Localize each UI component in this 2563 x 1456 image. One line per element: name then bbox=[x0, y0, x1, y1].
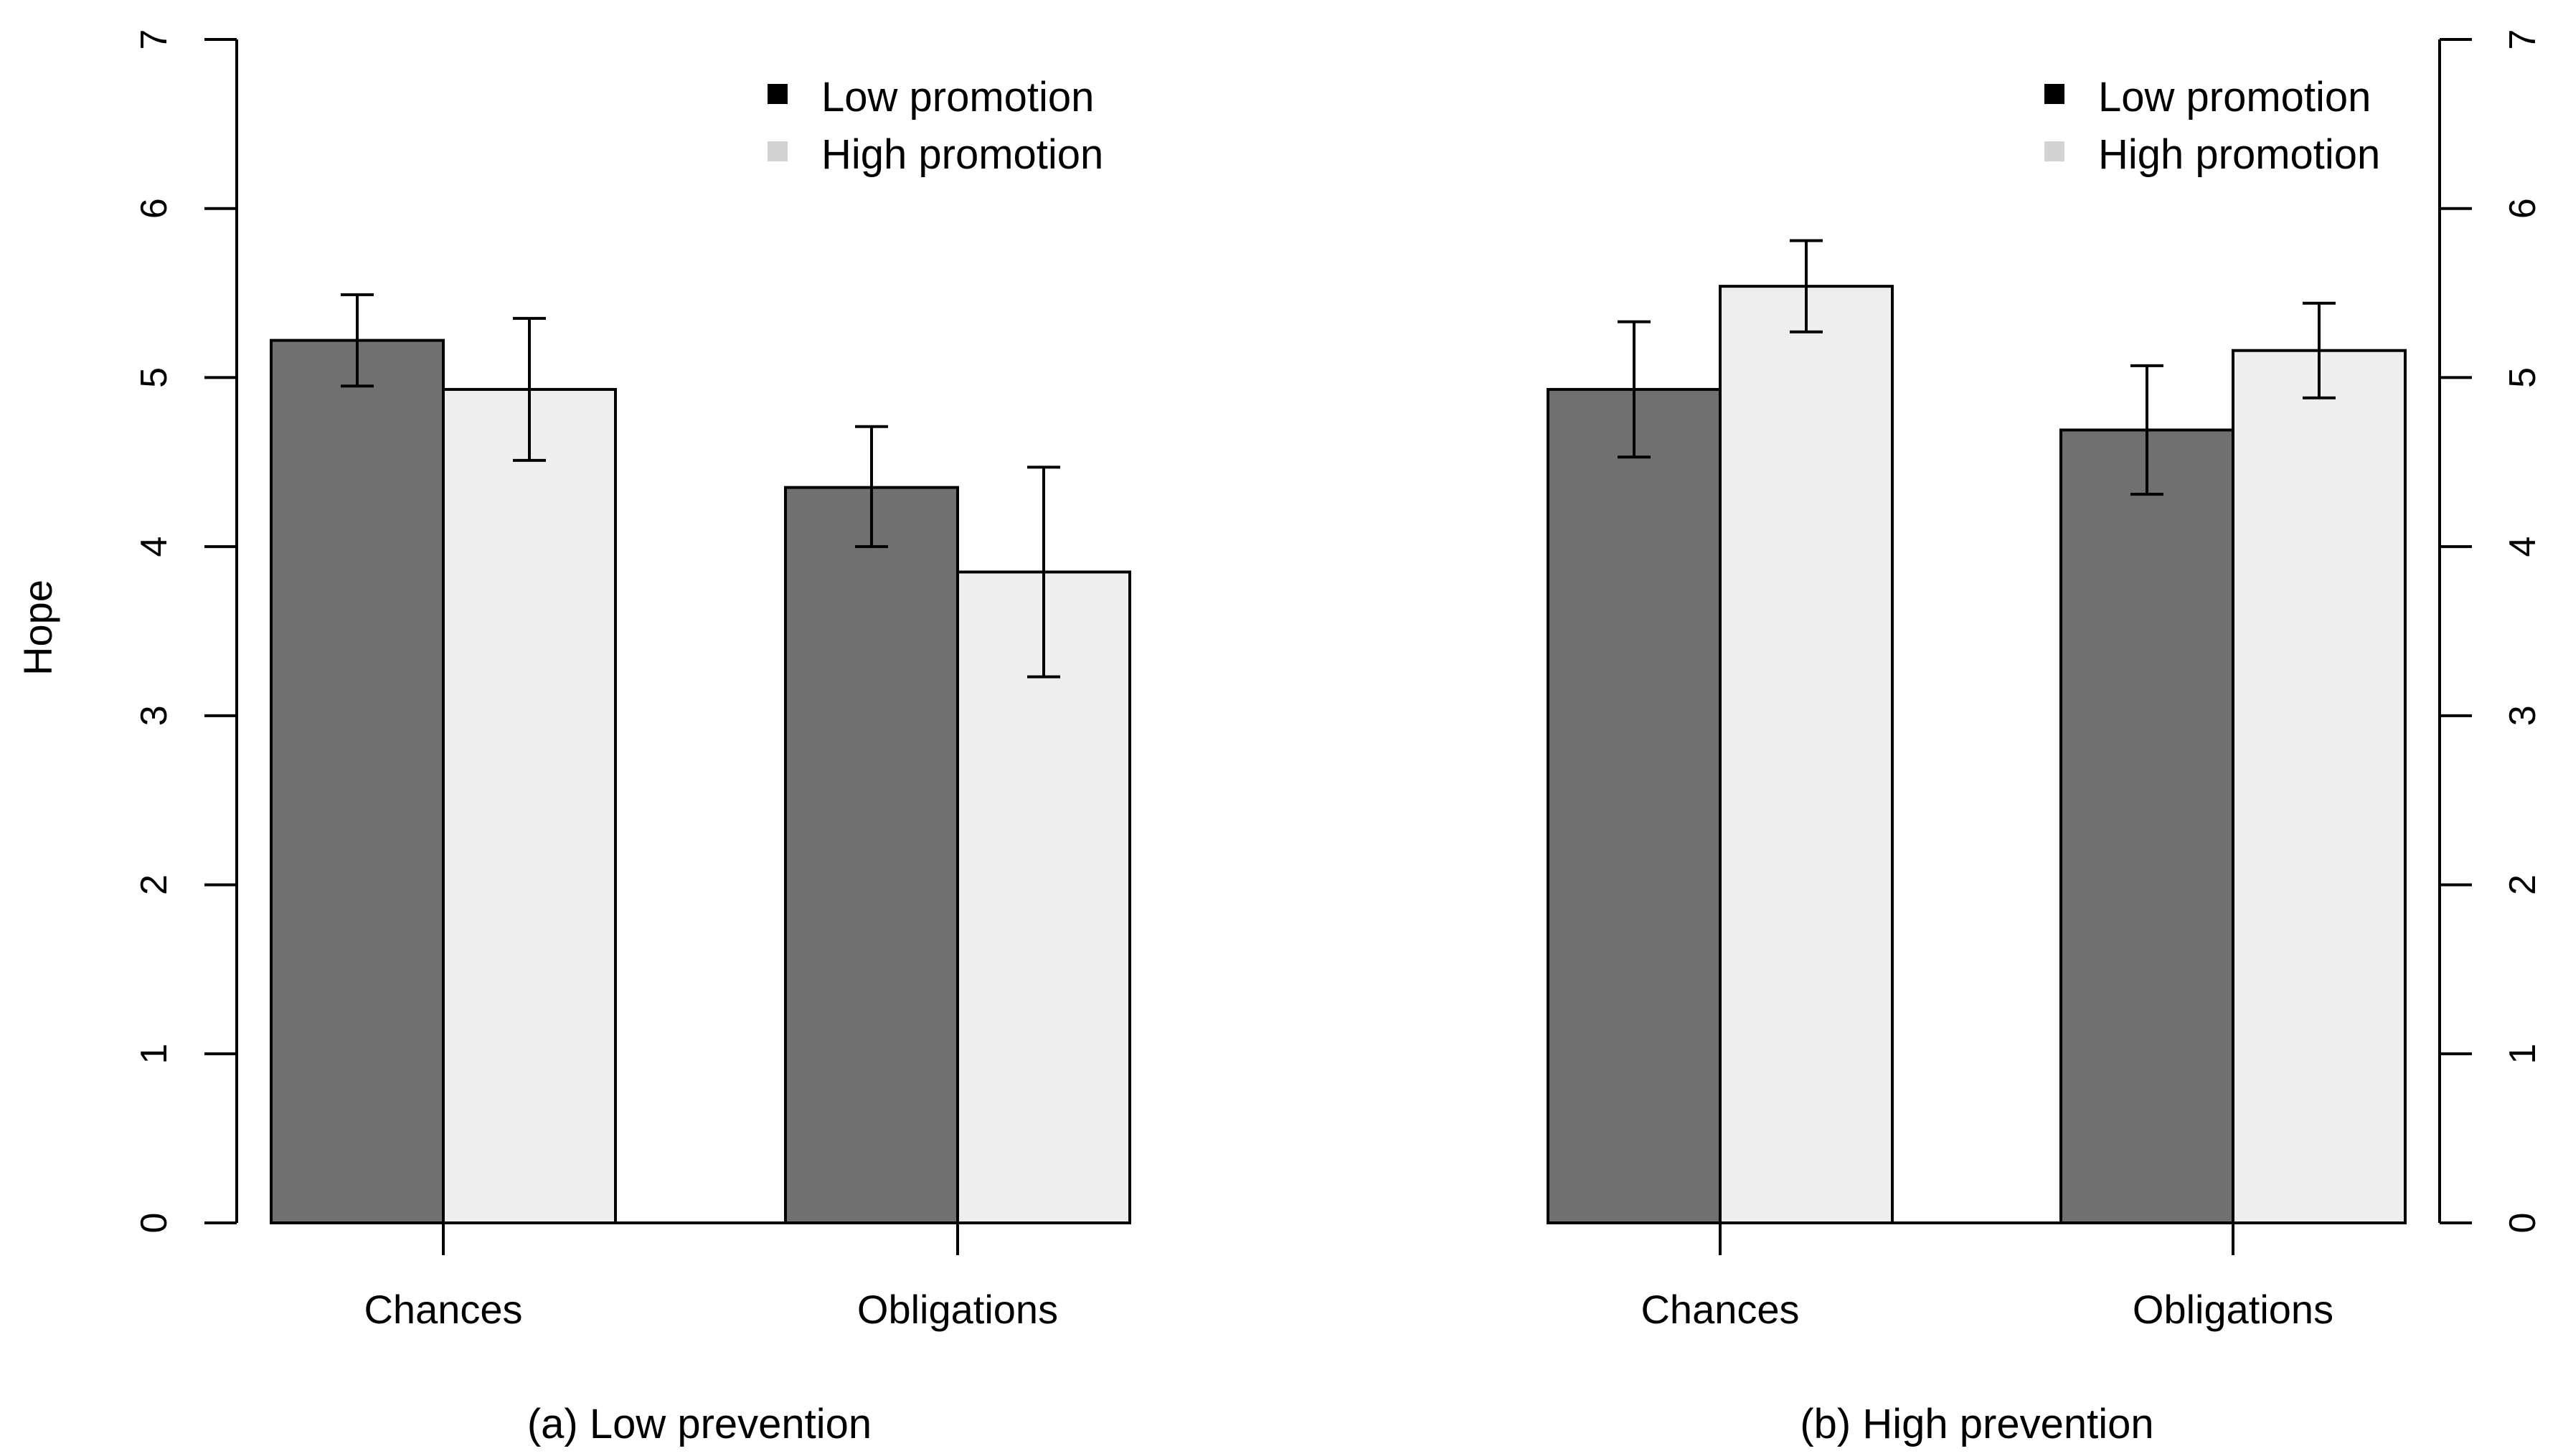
legend: Low promotion High promotion bbox=[768, 74, 1103, 178]
error-bar bbox=[1027, 465, 1060, 679]
y-axis-label: Hope bbox=[15, 580, 60, 676]
x-tick-label: Chances bbox=[1641, 1287, 1799, 1332]
legend-label: High promotion bbox=[821, 131, 1103, 178]
bar bbox=[1719, 285, 1894, 1225]
bar bbox=[270, 339, 445, 1225]
y-tick-label: 6 bbox=[2502, 198, 2544, 219]
bar bbox=[2232, 349, 2407, 1225]
bar bbox=[2059, 428, 2234, 1224]
legend-swatch bbox=[768, 84, 788, 104]
y-tick-label: 3 bbox=[133, 705, 175, 726]
bar bbox=[956, 570, 1131, 1224]
y-tick-label: 3 bbox=[2502, 705, 2544, 726]
error-bar bbox=[1790, 239, 1823, 334]
error-bar bbox=[855, 425, 888, 549]
y-tick-label: 5 bbox=[133, 367, 175, 388]
y-tick-label: 4 bbox=[2502, 536, 2544, 557]
legend-label: Low promotion bbox=[2098, 74, 2371, 120]
error-bar bbox=[1618, 320, 1651, 459]
y-tick-label: 2 bbox=[2502, 874, 2544, 895]
y-tick-label: 2 bbox=[133, 874, 175, 895]
x-tick-label: Obligations bbox=[857, 1287, 1058, 1332]
y-tick-label: 5 bbox=[2502, 367, 2544, 388]
x-tick-label: Chances bbox=[364, 1287, 522, 1332]
x-tick-label: Obligations bbox=[2133, 1287, 2333, 1332]
y-tick-label: 1 bbox=[2502, 1044, 2544, 1064]
panel-b: Chances Obligations (b) High prevention Low… bbox=[1547, 74, 2407, 1447]
y-tick-label: 6 bbox=[133, 198, 175, 219]
error-bar bbox=[2130, 364, 2163, 496]
bar bbox=[784, 486, 959, 1225]
y-tick-label: 7 bbox=[2502, 29, 2544, 50]
bar bbox=[1547, 387, 1722, 1224]
y-tick-label: 1 bbox=[133, 1044, 175, 1064]
panel-caption: (b) High prevention bbox=[1800, 1401, 2153, 1447]
y-axis-right: 0 1 2 3 4 5 6 7 bbox=[2438, 29, 2544, 1234]
y-tick-label: 0 bbox=[2502, 1213, 2544, 1234]
legend-label: Low promotion bbox=[821, 74, 1094, 120]
y-tick-label: 0 bbox=[133, 1213, 175, 1234]
legend-label: High promotion bbox=[2098, 131, 2380, 178]
panel-a: Chances Obligations (a) Low prevention Low … bbox=[270, 74, 1131, 1447]
error-bar bbox=[513, 316, 546, 462]
legend-swatch bbox=[2044, 84, 2064, 104]
y-tick-label: 7 bbox=[133, 29, 175, 50]
y-tick-label: 4 bbox=[133, 536, 175, 557]
bar bbox=[442, 387, 617, 1224]
legend-swatch bbox=[2044, 141, 2064, 161]
error-bar bbox=[341, 293, 374, 388]
legend-swatch bbox=[768, 141, 788, 161]
y-axis-left: 0 1 2 3 4 5 6 7 bbox=[133, 29, 238, 1234]
error-bar bbox=[2303, 301, 2336, 400]
panel-caption: (a) Low prevention bbox=[527, 1401, 872, 1447]
legend: Low promotion High promotion bbox=[2044, 74, 2380, 178]
